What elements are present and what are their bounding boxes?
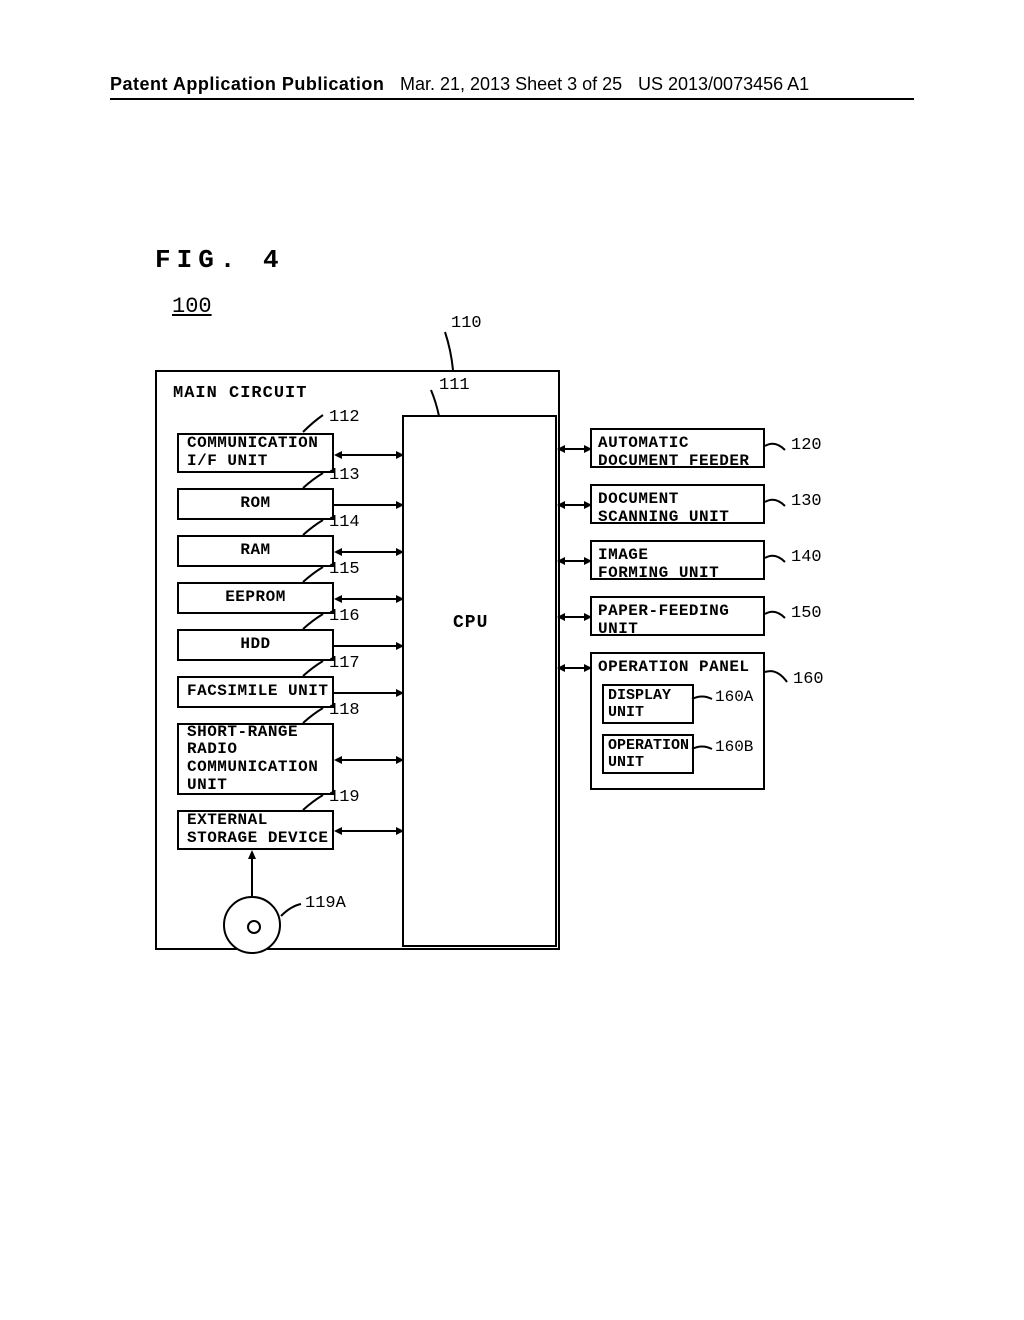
header-date-sheet: Mar. 21, 2013 Sheet 3 of 25 (400, 74, 622, 95)
leader-160 (765, 666, 789, 688)
block-119-label: EXTERNALSTORAGE DEVICE (187, 812, 328, 847)
ref-160a: 160A (715, 688, 753, 706)
arrow-140 (557, 554, 592, 568)
cpu-label: CPU (453, 613, 488, 633)
header-publication: Patent Application Publication (110, 74, 384, 95)
arrow-120 (557, 442, 592, 456)
ref-113: 113 (329, 466, 360, 485)
block-118-short-range-radio: SHORT-RANGERADIOCOMMUNICATIONUNIT (177, 723, 334, 795)
block-117-label: FACSIMILE UNIT (187, 683, 328, 701)
arrow-119a-to-119 (245, 850, 259, 896)
block-diagram: 110 MAIN CIRCUIT CPU 111 COMMUNICATIONI/… (155, 370, 875, 1030)
leader-150 (765, 604, 787, 626)
block-140-label: IMAGEFORMING UNIT (598, 546, 719, 582)
arrow-112 (334, 448, 404, 462)
arrow-119 (334, 824, 404, 838)
ref-119: 119 (329, 788, 360, 807)
disc-119a-hole (247, 920, 261, 934)
leader-116 (303, 611, 325, 631)
figure-label: FIG. 4 (155, 245, 285, 275)
ref-150: 150 (791, 604, 822, 623)
ref-110: 110 (451, 314, 482, 333)
ref-115: 115 (329, 560, 360, 579)
cpu-box (402, 415, 557, 947)
block-140-image-forming: IMAGEFORMING UNIT (590, 540, 765, 580)
leader-119 (303, 792, 325, 812)
leader-117 (303, 658, 325, 678)
block-116-hdd: HDD (177, 629, 334, 661)
block-120-auto-doc-feeder: AUTOMATICDOCUMENT FEEDER (590, 428, 765, 468)
header-rule (110, 98, 914, 100)
leader-120 (765, 436, 787, 458)
arrow-130 (557, 498, 592, 512)
block-113-rom: ROM (177, 488, 334, 520)
arrow-115 (334, 592, 404, 606)
block-150-paper-feeding: PAPER-FEEDINGUNIT (590, 596, 765, 636)
block-112-communication-if: COMMUNICATIONI/F UNIT (177, 433, 334, 473)
block-119-external-storage: EXTERNALSTORAGE DEVICE (177, 810, 334, 850)
block-160b-label: OPERATIONUNIT (608, 737, 689, 771)
leader-118 (303, 705, 325, 725)
arrow-160 (557, 661, 592, 675)
ref-160: 160 (793, 670, 824, 689)
block-118-label: SHORT-RANGERADIOCOMMUNICATIONUNIT (187, 724, 318, 794)
block-120-label: AUTOMATICDOCUMENT FEEDER (598, 434, 750, 470)
block-150-label: PAPER-FEEDINGUNIT (598, 602, 729, 638)
main-circuit-label: MAIN CIRCUIT (173, 384, 307, 403)
block-114-ram: RAM (177, 535, 334, 567)
ref-117: 117 (329, 654, 360, 673)
block-112-label: COMMUNICATIONI/F UNIT (187, 435, 318, 470)
block-115-label: EEPROM (225, 589, 286, 607)
block-160-label: OPERATION PANEL (598, 658, 750, 676)
ref-116: 116 (329, 607, 360, 626)
block-130-document-scanning: DOCUMENTSCANNING UNIT (590, 484, 765, 524)
block-160a-label: DISPLAYUNIT (608, 687, 671, 721)
leader-160a (692, 692, 712, 706)
arrow-150 (557, 610, 592, 624)
ref-114: 114 (329, 513, 360, 532)
ref-160b: 160B (715, 738, 753, 756)
ref-118: 118 (329, 701, 360, 720)
leader-112 (303, 412, 325, 434)
page: Patent Application Publication Mar. 21, … (0, 0, 1024, 1320)
leader-160b (692, 742, 712, 756)
leader-119a (281, 902, 303, 922)
arrow-114 (334, 545, 404, 559)
leader-110 (443, 330, 463, 372)
ref-111: 111 (439, 376, 470, 395)
block-160a-display-unit: DISPLAYUNIT (602, 684, 694, 724)
ref-130: 130 (791, 492, 822, 511)
ref-119a: 119A (305, 894, 346, 913)
block-160-operation-panel: OPERATION PANEL DISPLAYUNIT OPERATIONUNI… (590, 652, 765, 790)
leader-140 (765, 548, 787, 570)
arrow-113 (334, 498, 404, 512)
arrow-116 (334, 639, 404, 653)
leader-114 (303, 517, 325, 537)
leader-130 (765, 492, 787, 514)
leader-113 (303, 470, 325, 490)
header-docnum: US 2013/0073456 A1 (638, 74, 809, 95)
block-115-eeprom: EEPROM (177, 582, 334, 614)
leader-115 (303, 564, 325, 584)
assembly-ref-100: 100 (172, 294, 212, 319)
block-130-label: DOCUMENTSCANNING UNIT (598, 490, 729, 526)
block-160b-operation-unit: OPERATIONUNIT (602, 734, 694, 774)
ref-140: 140 (791, 548, 822, 567)
block-113-label: ROM (240, 495, 270, 513)
ref-112: 112 (329, 408, 360, 427)
block-117-facsimile: FACSIMILE UNIT (177, 676, 334, 708)
ref-120: 120 (791, 436, 822, 455)
block-114-label: RAM (240, 542, 270, 560)
arrow-118 (334, 753, 404, 767)
block-116-label: HDD (240, 636, 270, 654)
arrow-117 (334, 686, 404, 700)
disc-119a (223, 896, 281, 954)
